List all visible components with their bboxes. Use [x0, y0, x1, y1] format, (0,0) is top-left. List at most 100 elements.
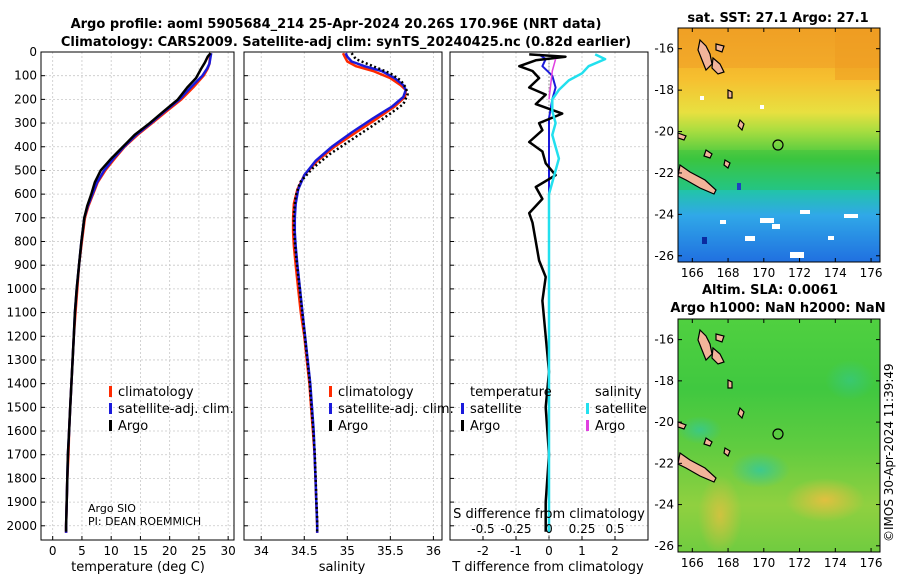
series-line-argo [292, 52, 409, 532]
x-tick-label: -2 [477, 544, 489, 558]
x-tick-label: 30 [221, 544, 236, 558]
series-line-temperature-argo [518, 53, 567, 532]
series-line-salinity-satellite [547, 53, 607, 533]
y-tick-label: 2000 [6, 519, 37, 533]
sst-cold-pixel [702, 237, 707, 244]
legend-satellite-label: satellite-adj. clim. [118, 402, 234, 417]
legend-climatology-swatch [109, 386, 112, 397]
y-tick-label: 700 [14, 211, 37, 225]
header-title-line2: Climatology: CARS2009. Satellite-adj cli… [61, 35, 631, 50]
y-tick-label: 300 [14, 116, 37, 130]
map-lat-label: -22 [654, 456, 674, 470]
salinity-axes-frame [243, 51, 443, 541]
x-tick-label: 34.5 [291, 544, 318, 558]
y-tick-label: 800 [14, 235, 37, 249]
x-tick-label: 15 [133, 544, 148, 558]
x-tick-label: 2 [611, 544, 619, 558]
x-tick-label: 5 [78, 544, 86, 558]
secondary-tick-label: -0.5 [471, 522, 494, 536]
sst-cold-pixel [737, 183, 741, 190]
x-tick-label: 20 [162, 544, 177, 558]
temperature-grid [41, 51, 234, 540]
temperature-legend: climatology satellite-adj. clim. Argo [109, 385, 234, 434]
legend-temp-satellite-label: satellite [470, 402, 522, 417]
legend-climatology-swatch [329, 386, 332, 397]
secondary-tick-label: 0 [545, 522, 553, 536]
sla-map-ticks: -16 -18 -20 -22 -24 -26 166 168 170 172 174 176 [654, 319, 883, 570]
sst-map-ticks: -16 -18 -20 -22 -24 -26 166 168 170 172 174 176 [654, 28, 883, 280]
sla-coastline [677, 328, 745, 483]
salinity-grid [244, 51, 442, 540]
salinity-xlabel: salinity [319, 560, 366, 575]
map-lon-label: 176 [860, 266, 883, 280]
sla-negative-anomaly [825, 360, 875, 400]
temperature-lines [64, 52, 213, 533]
y-tick-label: 1700 [6, 448, 37, 462]
header-title-line1: Argo profile: aoml 5905684_214 25-Apr-20… [71, 17, 602, 32]
y-tick-label: 600 [14, 187, 37, 201]
sla-map-title-line1: Altim. SLA: 0.0061 [702, 283, 838, 298]
map-lon-label: 172 [788, 556, 811, 570]
y-tick-label: 1000 [6, 282, 37, 296]
legend-sal-argo-swatch [586, 420, 589, 431]
legend-satellite-swatch [329, 403, 332, 414]
map-lon-label: 176 [860, 556, 883, 570]
map-lon-label: 166 [681, 266, 704, 280]
sst-coastline [677, 38, 745, 195]
y-tick-label: 1900 [6, 495, 37, 509]
difference-secondary-xlabel: S difference from climatology [453, 507, 645, 522]
legend-argo-swatch [109, 420, 112, 431]
series-line-satellite-adj-clim- [64, 52, 213, 533]
y-tick-label: 400 [14, 140, 37, 154]
difference-lines [518, 53, 607, 533]
map-lat-label: -22 [654, 166, 674, 180]
sla-positive-anomaly [785, 478, 865, 522]
x-tick-label: 0 [49, 544, 57, 558]
temperature-ticks: 0100200300400500600700800900100011001200… [6, 45, 235, 558]
map-lat-label: -20 [654, 125, 674, 139]
series-line-satellite-adj-clim- [293, 52, 408, 533]
legend-temp-argo-swatch [461, 420, 464, 431]
secondary-tick-label: 0.25 [569, 522, 596, 536]
copyright-stamp: ©IMOS 30-Apr-2024 11:39:49 [882, 363, 896, 542]
map-lat-label: -26 [654, 249, 674, 263]
x-tick-label: 0 [545, 544, 553, 558]
legend-sal-satellite-label: satellite [595, 402, 647, 417]
temperature-xlabel: temperature (deg C) [71, 560, 205, 575]
legend-sal-argo-label: Argo [595, 419, 625, 434]
sst-map-frame [677, 27, 881, 263]
secondary-tick-label: 0.5 [605, 522, 624, 536]
x-tick-label: 1 [578, 544, 586, 558]
difference-legend: temperature satellite Argo salinity sate… [461, 385, 647, 434]
x-tick-label: -1 [510, 544, 522, 558]
map-lon-label: 166 [681, 556, 704, 570]
sla-map-title-line2: Argo h1000: NaN h2000: NaN [670, 301, 885, 316]
x-tick-label: 34 [254, 544, 269, 558]
series-line-salinity-argo [548, 58, 557, 100]
salinity-panel: 34 34.5 35 35.5 36 salinity climatology sate… [243, 51, 454, 575]
salinity-lines [291, 52, 409, 533]
sst-cloud-mask [700, 96, 858, 258]
legend-argo-swatch [329, 420, 332, 431]
legend-sal-title: salinity [595, 385, 642, 400]
sla-map: Altim. SLA: 0.0061 Argo h1000: NaN h2000… [654, 283, 885, 570]
credit-pi: PI: DEAN ROEMMICH [88, 515, 201, 528]
y-tick-label: 1100 [6, 306, 37, 320]
legend-argo-label: Argo [338, 419, 368, 434]
map-lon-label: 170 [752, 556, 775, 570]
y-tick-label: 1400 [6, 377, 37, 391]
map-lat-label: -20 [654, 415, 674, 429]
series-line-climatology [64, 52, 212, 533]
y-tick-label: 1500 [6, 400, 37, 414]
map-lat-label: -18 [654, 83, 674, 97]
sst-map-title: sat. SST: 27.1 Argo: 27.1 [687, 11, 868, 26]
sla-positive-anomaly [698, 475, 742, 555]
map-lon-label: 168 [717, 266, 740, 280]
map-lat-label: -24 [654, 207, 674, 221]
difference-ticks: -2 -1 0 1 2 [450, 51, 619, 558]
difference-secondary-ticks: -0.5 -0.25 0 0.25 0.5 [471, 522, 624, 536]
y-tick-label: 100 [14, 69, 37, 83]
y-tick-label: 1600 [6, 424, 37, 438]
x-tick-label: 36 [426, 544, 441, 558]
